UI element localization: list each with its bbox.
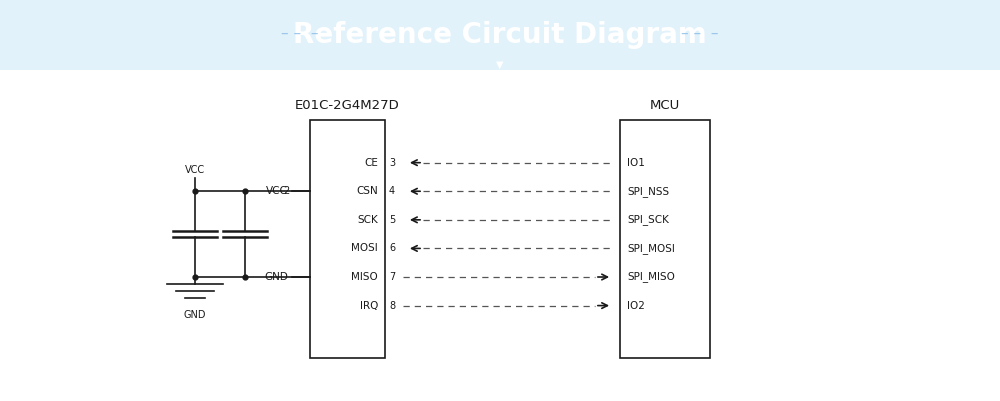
Text: – –  –: – – – [281, 26, 319, 41]
Text: CSN: CSN [356, 186, 378, 196]
Text: MOSI: MOSI [351, 243, 378, 253]
Text: GND: GND [184, 310, 206, 320]
Text: CE: CE [364, 158, 378, 168]
Text: SPI_SCK: SPI_SCK [627, 215, 669, 225]
Text: 4: 4 [389, 186, 395, 196]
Text: E01C-2G4M27D: E01C-2G4M27D [295, 99, 400, 111]
Text: SPI_MISO: SPI_MISO [627, 271, 675, 282]
Text: 3: 3 [389, 158, 395, 168]
Text: MCU: MCU [650, 99, 680, 111]
Text: VCC: VCC [266, 186, 288, 196]
Text: ▼: ▼ [496, 60, 504, 69]
Text: VCC: VCC [185, 165, 205, 175]
Text: – –  –: – – – [681, 26, 719, 41]
Text: SCK: SCK [357, 215, 378, 225]
Text: 6: 6 [389, 243, 395, 253]
Text: SPI_MOSI: SPI_MOSI [627, 243, 675, 254]
Bar [310, 120, 385, 358]
Text: SPI_NSS: SPI_NSS [627, 186, 669, 197]
Text: IO2: IO2 [627, 301, 645, 311]
Text: 5: 5 [389, 215, 395, 225]
Text: IO1: IO1 [627, 158, 645, 168]
Text: GND: GND [264, 272, 288, 282]
Text: IRQ: IRQ [360, 301, 378, 311]
Text: MISO: MISO [351, 272, 378, 282]
Text: 8: 8 [389, 301, 395, 311]
Text: Reference Circuit Diagram: Reference Circuit Diagram [293, 21, 707, 49]
Bar [620, 120, 710, 358]
Text: 2: 2 [284, 186, 290, 196]
Text: 7: 7 [389, 272, 395, 282]
